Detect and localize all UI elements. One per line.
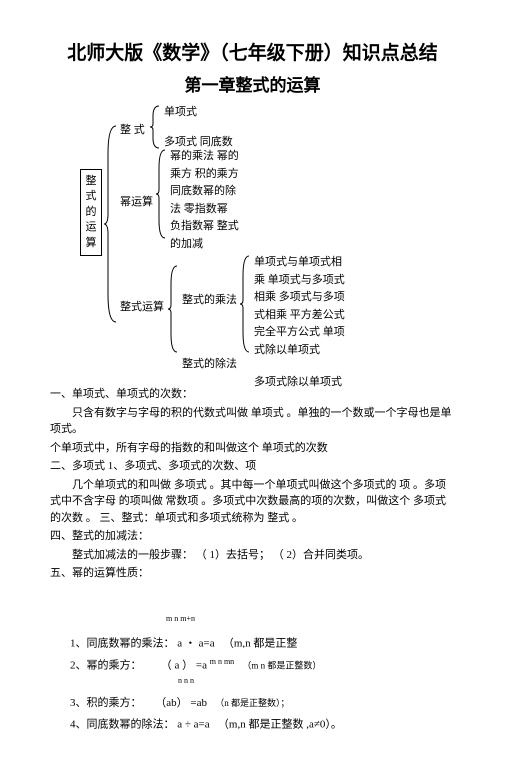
- f4-note: （m,n 都是正整数 ,a≠0）。: [218, 719, 342, 731]
- b3-sub2-lines: 多项式除以单项式: [254, 374, 342, 392]
- f3-note: （n 都是正整数）；: [215, 698, 289, 708]
- formula-4: 4、同底数幂的除法： a ÷ a=a （m,n 都是正整数 ,a≠0）。: [70, 715, 455, 733]
- f1-label: 1、同底数幂的乘法：: [70, 638, 175, 650]
- s1-p1: 只含有数字与字母的积的代数式叫做 单项式 。单独的一个数或一个字母也是单项式。: [50, 405, 455, 438]
- f3-expr: （ab） =ab: [155, 697, 207, 709]
- f1-note: （m,n 都是正整: [223, 638, 298, 650]
- s4-p1: 整式加减法的一般步骤： （ 1）去括号； （ 2）合并同类项。: [50, 547, 455, 564]
- f2-note: （m n 都是正整数）: [242, 661, 321, 671]
- chapter-title: 第一章整式的运算: [50, 73, 455, 99]
- brace-3: [166, 264, 180, 354]
- root-box: 整式的运算: [80, 169, 102, 256]
- s1-p2: 个单项式中，所有字母的指数的和叫做这个 单项式的次数: [50, 440, 455, 457]
- f2-expr: （ a ） =a: [161, 660, 207, 672]
- formula-2: 2、幂的乘方： （ a ） =a m n mn （m n 都是正整数）: [70, 656, 455, 674]
- brace-2: [154, 148, 168, 240]
- formula-1: m n m+n 1、同底数幂的乘法： a ・ a=a （m,n 都是正整: [70, 618, 455, 653]
- b3-sub1-lines: 单项式与单项式相 乘 单项式与多项式 相乘 多项式与多项 式相乘 平方差公式 完…: [254, 254, 345, 360]
- formula-3: n n n 3、积的乘方： （ab） =ab （n 都是正整数）；: [70, 678, 455, 711]
- branch1-label: 整 式: [120, 122, 145, 139]
- doc-title: 北师大版《数学》（七年级下册）知识点总结: [50, 40, 455, 69]
- section-text: 一、单项式、单项式的次数： 只含有数字与字母的积的代数式叫做 单项式 。单独的一…: [50, 386, 455, 582]
- s4-title: 四、整式的加减法：: [50, 528, 455, 545]
- concept-diagram: 整式的运算 整 式 单项式 多项式 同底数 幂运算 幂的乘法 幂的 乘方 积的乘…: [80, 104, 455, 384]
- b3-sub2: 整式的除法: [182, 356, 237, 374]
- s2-title: 二、多项式 1、多项式、多项式的次数、项: [50, 458, 455, 475]
- f3-topsup: n n n: [178, 676, 194, 685]
- branch3-label: 整式运算: [120, 299, 164, 316]
- f4-label: 4、同底数幂的除法：: [70, 719, 175, 731]
- f2-label: 2、幂的乘方：: [70, 660, 142, 672]
- b2-lines: 幂的乘法 幂的 乘方 积的乘方 同底数幂的除 法 零指数幂 负指数幂 整式 的加…: [170, 148, 239, 254]
- b1-item1: 单项式: [164, 104, 197, 121]
- f1-op: ・: [185, 638, 196, 650]
- s2-p1: 几个单项式的和叫做 多项式 。其中每一个单项式叫做这个多项式的 项 。多项式中不…: [50, 477, 455, 527]
- f1-e1: a: [177, 638, 182, 650]
- f2-sup: m n mn: [210, 657, 234, 666]
- f1-e2: a=a: [199, 638, 215, 650]
- brace-3a: [238, 254, 252, 354]
- f3-label: 3、积的乘方：: [70, 697, 142, 709]
- b3-sub1: 整式的乘法: [182, 292, 237, 310]
- brace-main: [102, 124, 120, 324]
- branch2-label: 幂运算: [120, 194, 153, 211]
- brace-1: [148, 104, 162, 150]
- s1-title: 一、单项式、单项式的次数：: [50, 386, 455, 403]
- f4-expr: a ÷ a=a: [177, 719, 209, 731]
- f1-topsup: m n m+n: [166, 614, 195, 623]
- s5-title: 五、幂的运算性质：: [50, 565, 455, 582]
